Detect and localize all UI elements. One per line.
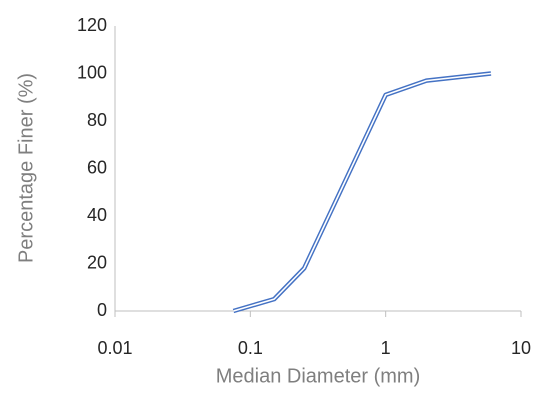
y-tick-label: 40: [87, 205, 107, 225]
y-tick-label: 0: [97, 300, 107, 320]
y-tick-label: 100: [77, 62, 107, 82]
x-tick-label: 10: [511, 338, 531, 358]
x-axis-title: Median Diameter (mm): [216, 365, 420, 387]
y-axis-title: Percentage Finer (%): [15, 73, 37, 263]
x-tick-label: 0.01: [97, 338, 132, 358]
x-tick-label: 1: [381, 338, 391, 358]
x-tick-label: 0.1: [238, 338, 263, 358]
line-outline: [232, 71, 492, 314]
y-tick-label: 80: [87, 110, 107, 130]
line-inner: [233, 72, 492, 312]
y-tick-label: 120: [77, 15, 107, 35]
y-tick-label: 20: [87, 252, 107, 272]
y-tick-label: 60: [87, 157, 107, 177]
